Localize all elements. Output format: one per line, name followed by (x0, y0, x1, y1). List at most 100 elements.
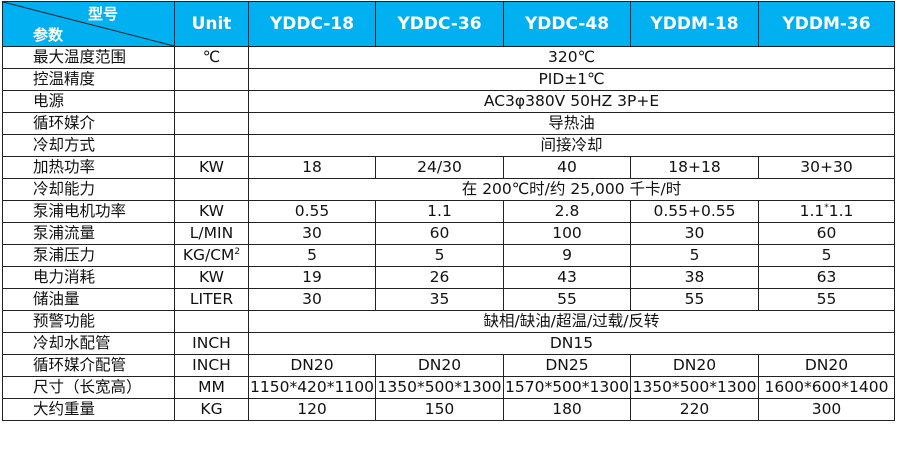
param-label: 泵浦压力 (2, 244, 175, 267)
value-cell: 55 (630, 288, 759, 311)
value-cell: 300 (758, 398, 895, 421)
row-power-consumption: 电力消耗 KW 19 26 43 38 63 (2, 266, 895, 289)
value-cell: 19 (248, 266, 376, 289)
value-cell: 1600*600*1400 (758, 376, 895, 399)
unit-cell: KG/CM2 (174, 244, 249, 267)
unit-header: Unit (174, 1, 249, 47)
param-label: 循环媒介 (2, 112, 175, 135)
value-superscript: * (824, 202, 829, 213)
row-medium: 循环媒介 导热油 (2, 112, 895, 135)
row-weight: 大约重量 KG 120 150 180 220 300 (2, 398, 895, 421)
row-cooling-water-pipe: 冷却水配管 INCH DN15 (2, 332, 895, 355)
unit-cell: ℃ (174, 46, 249, 69)
value-cell: 5 (630, 244, 759, 267)
model-header-2: YDDC-36 (375, 1, 504, 47)
model-header-5: YDDM-36 (758, 1, 895, 47)
unit-base: KG/CM (182, 246, 235, 264)
param-label: 泵浦电机功率 (2, 200, 175, 223)
unit-cell: LITER (174, 288, 249, 311)
value-cell: 1150*420*1100 (248, 376, 376, 399)
value-cell: 30+30 (758, 156, 895, 179)
value-cell: 35 (375, 288, 504, 311)
unit-cell (174, 112, 249, 135)
value-cell: 1.1*1.1 (758, 200, 895, 223)
value-cell: 在 200℃时/约 25,000 千卡/时 (248, 178, 895, 201)
unit-cell: KW (174, 156, 249, 179)
param-label: 电源 (2, 90, 175, 113)
value-cell: 9 (503, 244, 631, 267)
model-corner-label: 型号 (87, 5, 118, 23)
value-cell: 60 (758, 222, 895, 245)
value-cell: DN25 (503, 354, 631, 377)
param-label: 冷却能力 (2, 178, 175, 201)
unit-cell (174, 134, 249, 157)
value-cell: 180 (503, 398, 631, 421)
value-cell: 1.1 (375, 200, 504, 223)
value-cell: 30 (248, 222, 376, 245)
row-pump-motor-power: 泵浦电机功率 KW 0.55 1.1 2.8 0.55+0.55 1.1*1.1 (2, 200, 895, 223)
unit-cell (174, 90, 249, 113)
param-label: 大约重量 (2, 398, 175, 421)
value-cell: 5 (375, 244, 504, 267)
row-oil-storage: 储油量 LITER 30 35 55 55 55 (2, 288, 895, 311)
param-label: 控温精度 (2, 68, 175, 91)
param-label: 循环媒介配管 (2, 354, 175, 377)
value-cell: 38 (630, 266, 759, 289)
param-label: 储油量 (2, 288, 175, 311)
unit-cell: INCH (174, 354, 249, 377)
unit-cell (174, 178, 249, 201)
corner-header-cell: 型号 参数 (2, 1, 175, 47)
value-part: 1.1 (828, 202, 854, 220)
value-cell: 18 (248, 156, 376, 179)
value-cell: 24/30 (375, 156, 504, 179)
value-cell: 1350*500*1300 (375, 376, 504, 399)
row-cooling-method: 冷却方式 间接冷却 (2, 134, 895, 157)
value-cell: PID±1℃ (248, 68, 895, 91)
value-cell: 120 (248, 398, 376, 421)
model-header-4: YDDM-18 (630, 1, 759, 47)
diagonal-divider (3, 2, 174, 46)
value-cell: 63 (758, 266, 895, 289)
param-label: 预警功能 (2, 310, 175, 333)
spec-table: 型号 参数 Unit YDDC-18 YDDC-36 YDDC-48 YDDM-… (2, 1, 895, 421)
model-header-3: YDDC-48 (503, 1, 631, 47)
row-pump-flow: 泵浦流量 L/MIN 30 60 100 30 60 (2, 222, 895, 245)
unit-superscript: 2 (234, 246, 241, 257)
value-cell: 2.8 (503, 200, 631, 223)
value-cell: 220 (630, 398, 759, 421)
value-cell: 5 (758, 244, 895, 267)
unit-cell: L/MIN (174, 222, 249, 245)
value-cell: 0.55 (248, 200, 376, 223)
value-cell: DN20 (375, 354, 504, 377)
param-label: 冷却方式 (2, 134, 175, 157)
param-label: 电力消耗 (2, 266, 175, 289)
value-cell: 5 (248, 244, 376, 267)
row-alarm: 预警功能 缺相/缺油/超温/过载/反转 (2, 310, 895, 333)
value-cell: 55 (758, 288, 895, 311)
value-cell: 30 (630, 222, 759, 245)
row-medium-pipe: 循环媒介配管 INCH DN20 DN20 DN25 DN20 DN20 (2, 354, 895, 377)
value-cell: 18+18 (630, 156, 759, 179)
param-label: 加热功率 (2, 156, 175, 179)
row-power-supply: 电源 AC3φ380V 50HZ 3P+E (2, 90, 895, 113)
value-cell: 320℃ (248, 46, 895, 69)
unit-cell: INCH (174, 332, 249, 355)
model-header-1: YDDC-18 (248, 1, 376, 47)
row-heating-power: 加热功率 KW 18 24/30 40 18+18 30+30 (2, 156, 895, 179)
value-cell: 1350*500*1300 (630, 376, 759, 399)
unit-cell (174, 68, 249, 91)
value-cell: DN15 (248, 332, 895, 355)
value-cell: 导热油 (248, 112, 895, 135)
unit-cell: KW (174, 266, 249, 289)
unit-cell: KW (174, 200, 249, 223)
value-cell: DN20 (248, 354, 376, 377)
row-pump-pressure: 泵浦压力 KG/CM2 5 5 9 5 5 (2, 244, 895, 267)
param-label: 最大温度范围 (2, 46, 175, 69)
value-cell: 100 (503, 222, 631, 245)
value-cell: DN20 (758, 354, 895, 377)
value-cell: 40 (503, 156, 631, 179)
param-label: 泵浦流量 (2, 222, 175, 245)
param-label: 尺寸（长宽高） (2, 376, 175, 399)
param-label: 冷却水配管 (2, 332, 175, 355)
unit-cell: MM (174, 376, 249, 399)
